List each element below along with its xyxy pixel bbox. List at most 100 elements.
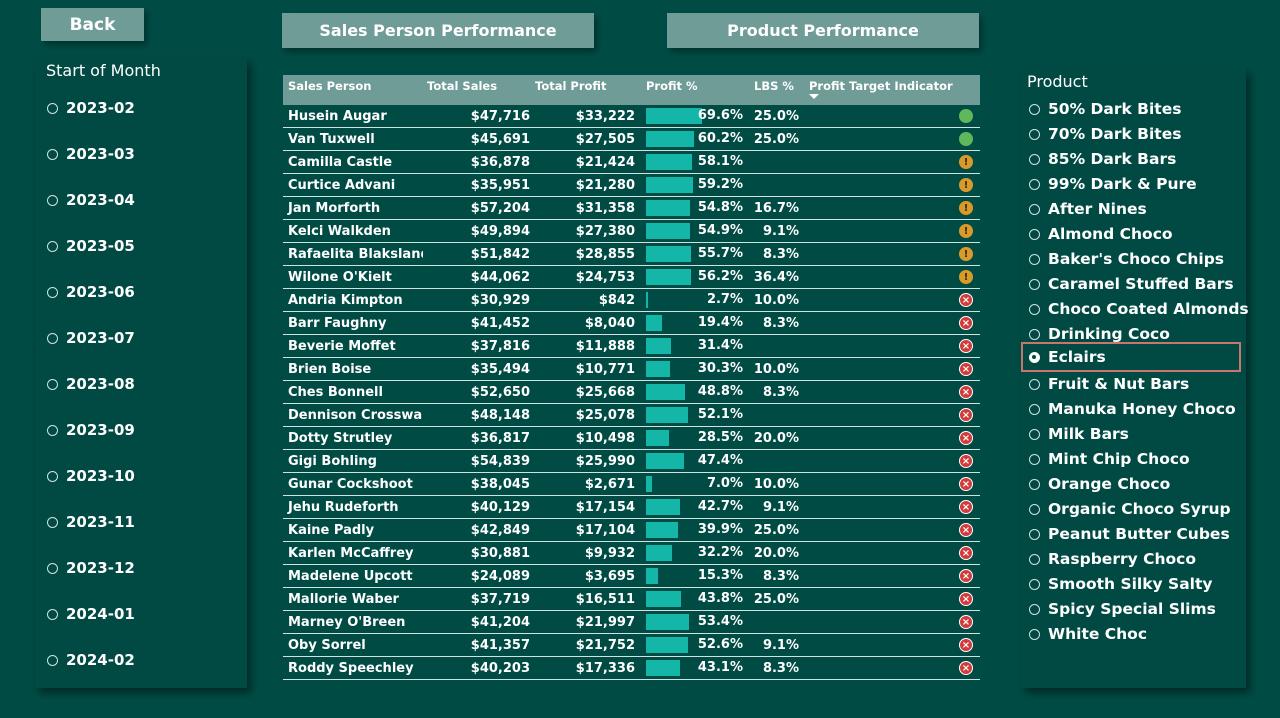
- column-header-profit-target-indicator[interactable]: Profit Target Indicator: [799, 75, 980, 105]
- warning-exclamation-icon: !: [959, 270, 973, 284]
- table-row[interactable]: Brien Boise $35,494 $10,771 30.3% 10.0% ×: [283, 358, 980, 381]
- month-option[interactable]: 2024-01: [47, 604, 135, 624]
- total-profit-cell: $27,380: [575, 223, 635, 239]
- total-profit-cell: $842: [598, 292, 635, 308]
- total-profit-cell: $2,671: [584, 476, 635, 492]
- profit-target-indicator-cell: ×: [799, 611, 980, 633]
- total-profit-cell: $21,424: [575, 154, 635, 170]
- product-option[interactable]: Manuka Honey Choco: [1029, 399, 1236, 419]
- month-option[interactable]: 2023-04: [47, 190, 135, 210]
- month-option[interactable]: 2023-08: [47, 374, 135, 394]
- month-option[interactable]: 2023-03: [47, 144, 135, 164]
- table-row[interactable]: Beverie Moffet $37,816 $11,888 31.4% ×: [283, 335, 980, 358]
- product-option[interactable]: Mint Chip Choco: [1029, 449, 1190, 469]
- sales-person-performance-button[interactable]: Sales Person Performance: [282, 13, 594, 48]
- product-option[interactable]: Peanut Butter Cubes: [1029, 524, 1230, 544]
- table-row[interactable]: Rafaelita Blaksland $51,842 $28,855 55.7% 8.…: [283, 243, 980, 266]
- column-header-total-profit[interactable]: Total Profit: [535, 79, 607, 93]
- table-row[interactable]: Roddy Speechley $40,203 $17,336 43.1% 8.3% ×: [283, 657, 980, 680]
- total-sales-cell: $35,494: [470, 361, 530, 377]
- column-header-sales-person[interactable]: Sales Person: [288, 79, 372, 93]
- product-option[interactable]: Choco Coated Almonds: [1029, 299, 1249, 319]
- month-option[interactable]: 2023-11: [47, 512, 135, 532]
- product-option[interactable]: Spicy Special Slims: [1029, 599, 1216, 619]
- product-option[interactable]: Drinking Coco: [1029, 324, 1170, 344]
- column-header-profit-pct[interactable]: Profit %: [646, 79, 698, 93]
- table-row[interactable]: Madelene Upcott $24,089 $3,695 15.3% 8.3% ×: [283, 565, 980, 588]
- profit-pct-cell: 2.7%: [635, 289, 743, 311]
- table-row[interactable]: Jehu Rudeforth $40,129 $17,154 42.7% 9.1% ×: [283, 496, 980, 519]
- table-row[interactable]: Andria Kimpton $30,929 $842 2.7% 10.0% ×: [283, 289, 980, 312]
- profit-pct-bar: [646, 292, 649, 308]
- sales-person-cell: Marney O'Breen: [288, 614, 406, 630]
- profit-pct-cell: 32.2%: [635, 542, 743, 564]
- column-header-lbs-pct[interactable]: LBS %: [754, 79, 794, 93]
- product-option[interactable]: Orange Choco: [1029, 474, 1170, 494]
- table-row[interactable]: Van Tuxwell $45,691 $27,505 60.2% 25.0%: [283, 128, 980, 151]
- total-sales-cell: $49,894: [470, 223, 530, 239]
- month-option[interactable]: 2023-10: [47, 466, 135, 486]
- table-row[interactable]: Mallorie Waber $37,719 $16,511 43.8% 25.0% ×: [283, 588, 980, 611]
- product-option[interactable]: Fruit & Nut Bars: [1029, 374, 1189, 394]
- sales-person-cell: Dotty Strutley: [288, 430, 393, 446]
- product-option[interactable]: Raspberry Choco: [1029, 549, 1196, 569]
- back-button[interactable]: Back: [41, 8, 144, 41]
- table-row[interactable]: Camilla Castle $36,878 $21,424 58.1%!: [283, 151, 980, 174]
- table-row[interactable]: Gunar Cockshoot $38,045 $2,671 7.0% 10.0% ×: [283, 473, 980, 496]
- month-option-label: 2023-04: [66, 191, 135, 209]
- total-profit-cell: $9,932: [584, 545, 635, 561]
- product-option[interactable]: Almond Choco: [1029, 224, 1173, 244]
- product-option[interactable]: 70% Dark Bites: [1029, 124, 1181, 144]
- product-option[interactable]: Baker's Choco Chips: [1029, 249, 1224, 269]
- lbs-pct-cell: 25.0%: [753, 108, 799, 124]
- product-option[interactable]: White Choc: [1029, 624, 1147, 644]
- table-row[interactable]: Wilone O'Kielt $44,062 $24,753 56.2% 36.4%!: [283, 266, 980, 289]
- table-row[interactable]: Oby Sorrel $41,357 $21,752 52.6% 9.1% ×: [283, 634, 980, 657]
- column-header-total-sales[interactable]: Total Sales: [427, 79, 498, 93]
- table-row[interactable]: Curtice Advani $35,951 $21,280 59.2%!: [283, 174, 980, 197]
- month-option[interactable]: 2023-12: [47, 558, 135, 578]
- product-option[interactable]: Milk Bars: [1029, 424, 1129, 444]
- profit-target-indicator-cell: ×: [799, 404, 980, 426]
- table-row[interactable]: Jan Morforth $57,204 $31,358 54.8% 16.7%!: [283, 197, 980, 220]
- month-option[interactable]: 2023-05: [47, 236, 135, 256]
- warning-exclamation-icon: !: [959, 155, 973, 169]
- sales-person-cell: Kaine Padly: [288, 522, 375, 538]
- table-row[interactable]: Gigi Bohling $54,839 $25,990 47.4% ×: [283, 450, 980, 473]
- table-row[interactable]: Ches Bonnell $52,650 $25,668 48.8% 8.3% ×: [283, 381, 980, 404]
- table-row[interactable]: Dotty Strutley $36,817 $10,498 28.5% 20.0% ×: [283, 427, 980, 450]
- month-option[interactable]: 2024-02: [47, 650, 135, 670]
- profit-pct-value: 47.4%: [697, 453, 743, 468]
- total-profit-cell: $21,752: [575, 637, 635, 653]
- month-option[interactable]: 2023-02: [47, 98, 135, 118]
- table-row[interactable]: Dennison Crosswaite $48,148 $25,078 52.1% ×: [283, 404, 980, 427]
- month-option[interactable]: 2023-09: [47, 420, 135, 440]
- product-option[interactable]: Caramel Stuffed Bars: [1029, 274, 1234, 294]
- product-performance-button[interactable]: Product Performance: [667, 13, 979, 48]
- table-row[interactable]: Marney O'Breen $41,204 $21,997 53.4% ×: [283, 611, 980, 634]
- product-option[interactable]: Organic Choco Syrup: [1029, 499, 1231, 519]
- product-option-label: Mint Chip Choco: [1048, 450, 1190, 468]
- product-slicer-title: Product: [1027, 72, 1088, 91]
- product-option[interactable]: 50% Dark Bites: [1029, 99, 1181, 119]
- month-option[interactable]: 2023-07: [47, 328, 135, 348]
- product-option[interactable]: Smooth Silky Salty: [1029, 574, 1213, 594]
- profit-pct-value: 52.6%: [697, 637, 743, 652]
- red-x-icon: ×: [959, 615, 973, 629]
- table-row[interactable]: Karlen McCaffrey $30,881 $9,932 32.2% 20.0% ×: [283, 542, 980, 565]
- product-option-selected[interactable]: Eclairs: [1021, 342, 1241, 372]
- radio-icon: [47, 332, 58, 344]
- month-option[interactable]: 2023-06: [47, 282, 135, 302]
- table-row[interactable]: Kaine Padly $42,849 $17,104 39.9% 25.0% ×: [283, 519, 980, 542]
- product-option[interactable]: 99% Dark & Pure: [1029, 174, 1197, 194]
- product-option[interactable]: 85% Dark Bars: [1029, 149, 1176, 169]
- table-row[interactable]: Husein Augar $47,716 $33,222 69.6% 25.0%: [283, 105, 980, 128]
- table-row[interactable]: Barr Faughny $41,452 $8,040 19.4% 8.3% ×: [283, 312, 980, 335]
- profit-pct-bar: [646, 269, 691, 285]
- product-option[interactable]: After Nines: [1029, 199, 1147, 219]
- profit-pct-bar: [646, 453, 684, 469]
- table-row[interactable]: Kelci Walkden $49,894 $27,380 54.9% 9.1%!: [283, 220, 980, 243]
- radio-icon: [1029, 453, 1040, 465]
- profit-target-indicator-cell: !: [799, 197, 980, 219]
- total-profit-cell: $24,753: [575, 269, 635, 285]
